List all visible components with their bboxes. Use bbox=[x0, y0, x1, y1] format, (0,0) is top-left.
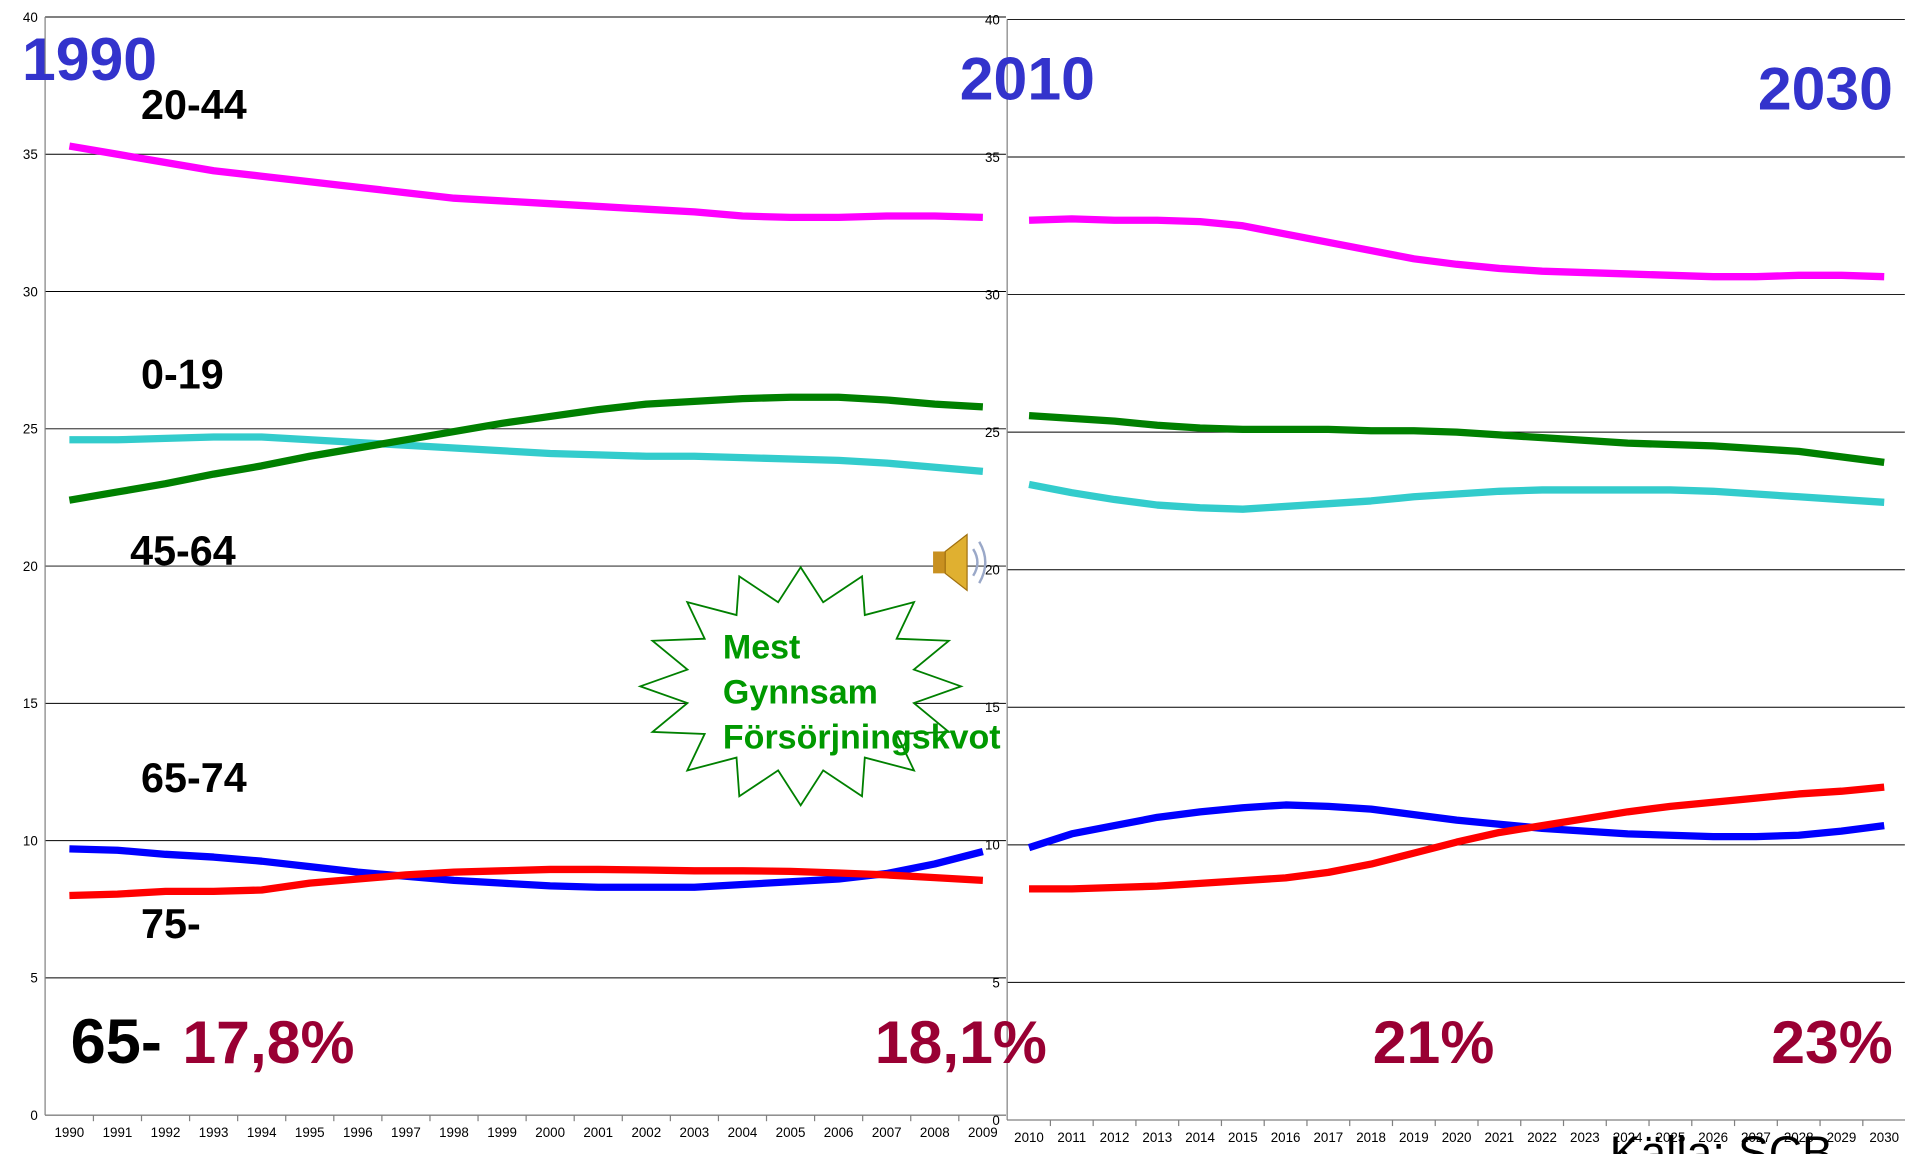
x-tick-label: 2000 bbox=[535, 1125, 565, 1140]
x-tick-label: 2017 bbox=[1313, 1130, 1343, 1145]
x-tick-label: 2022 bbox=[1527, 1130, 1557, 1145]
x-tick-label: 2009 bbox=[968, 1125, 998, 1140]
y-tick-label: 0 bbox=[30, 1108, 37, 1123]
x-tick-label: 1990 bbox=[55, 1125, 85, 1140]
series-line bbox=[69, 845, 984, 891]
y-tick-label: 20 bbox=[985, 563, 1000, 578]
x-tick-label: 2003 bbox=[680, 1125, 710, 1140]
burst-text: Försörjningskvot bbox=[723, 718, 1001, 756]
x-tick-label: 2008 bbox=[920, 1125, 950, 1140]
year-label: 2010 bbox=[960, 45, 1095, 113]
y-tick-label: 35 bbox=[985, 150, 1000, 165]
starburst bbox=[637, 565, 964, 808]
share-label: 23% bbox=[1771, 1008, 1893, 1076]
x-tick-label: 1991 bbox=[103, 1125, 133, 1140]
series-line bbox=[1028, 480, 1885, 513]
y-tick-label: 10 bbox=[23, 833, 38, 848]
y-tick-label: 40 bbox=[23, 10, 38, 25]
share-label: 17,8% bbox=[182, 1008, 354, 1076]
x-tick-label: 2013 bbox=[1142, 1130, 1172, 1145]
x-tick-label: 1994 bbox=[247, 1125, 277, 1140]
y-tick-label: 10 bbox=[985, 838, 1000, 853]
x-tick-label: 2012 bbox=[1100, 1130, 1130, 1145]
x-tick-label: 2021 bbox=[1485, 1130, 1515, 1145]
series-line bbox=[1029, 783, 1885, 893]
series-label: 45-64 bbox=[130, 528, 236, 574]
y-tick-label: 15 bbox=[23, 696, 38, 711]
group-label: 65- bbox=[71, 1007, 162, 1077]
x-tick-label: 2005 bbox=[776, 1125, 806, 1140]
x-tick-label: 2029 bbox=[1827, 1130, 1857, 1145]
series-line bbox=[69, 433, 984, 475]
series-label: 75- bbox=[141, 901, 201, 947]
x-tick-label: 2014 bbox=[1185, 1130, 1215, 1145]
x-tick-label: 2023 bbox=[1570, 1130, 1600, 1145]
x-tick-label: 2018 bbox=[1356, 1130, 1386, 1145]
x-tick-label: 1993 bbox=[199, 1125, 229, 1140]
series-line bbox=[1028, 411, 1885, 467]
y-tick-label: 20 bbox=[23, 559, 38, 574]
y-tick-label: 25 bbox=[23, 422, 38, 437]
burst-text: Gynnsam bbox=[723, 673, 878, 711]
x-tick-label: 1999 bbox=[487, 1125, 517, 1140]
series-label: 65-74 bbox=[141, 755, 247, 801]
series-line bbox=[69, 865, 984, 900]
series-label: 20-44 bbox=[141, 82, 247, 128]
speaker-icon bbox=[933, 533, 987, 592]
series-line bbox=[68, 142, 983, 222]
x-tick-label: 1992 bbox=[151, 1125, 181, 1140]
series-line bbox=[1027, 801, 1885, 852]
y-tick-label: 5 bbox=[992, 975, 999, 990]
x-tick-label: 2004 bbox=[728, 1125, 758, 1140]
x-tick-label: 2015 bbox=[1228, 1130, 1258, 1145]
source: Källa: SCB bbox=[1610, 1127, 1833, 1154]
series-line bbox=[1028, 215, 1885, 281]
x-tick-label: 1997 bbox=[391, 1125, 421, 1140]
y-tick-label: 0 bbox=[992, 1113, 999, 1128]
series-label: 0-19 bbox=[141, 352, 224, 398]
y-tick-label: 25 bbox=[985, 425, 1000, 440]
share-label: 18,1% bbox=[875, 1008, 1047, 1076]
x-tick-label: 2001 bbox=[583, 1125, 613, 1140]
year-label: 2030 bbox=[1758, 54, 1893, 122]
y-tick-label: 15 bbox=[985, 700, 1000, 715]
y-tick-label: 40 bbox=[985, 12, 1000, 27]
year-label: 1990 bbox=[22, 25, 157, 93]
y-tick-label: 5 bbox=[30, 971, 37, 986]
x-tick-label: 2007 bbox=[872, 1125, 902, 1140]
x-tick-label: 2002 bbox=[631, 1125, 661, 1140]
x-tick-label: 2030 bbox=[1869, 1130, 1899, 1145]
x-tick-label: 1995 bbox=[295, 1125, 325, 1140]
x-tick-label: 2028 bbox=[1784, 1130, 1814, 1145]
x-tick-label: 2027 bbox=[1741, 1130, 1771, 1145]
x-tick-label: 2020 bbox=[1442, 1130, 1472, 1145]
x-tick-label: 2026 bbox=[1698, 1130, 1728, 1145]
x-tick-label: 2016 bbox=[1271, 1130, 1301, 1145]
x-tick-label: 1996 bbox=[343, 1125, 373, 1140]
burst-text: Mest bbox=[723, 628, 800, 666]
x-tick-label: 2024 bbox=[1613, 1130, 1643, 1145]
y-tick-label: 30 bbox=[985, 287, 1000, 302]
x-tick-label: 2006 bbox=[824, 1125, 854, 1140]
x-tick-label: 2019 bbox=[1399, 1130, 1429, 1145]
x-tick-label: 1998 bbox=[439, 1125, 469, 1140]
series-line bbox=[68, 393, 984, 504]
share-label: 21% bbox=[1373, 1008, 1495, 1076]
y-tick-label: 30 bbox=[23, 284, 38, 299]
y-tick-label: 35 bbox=[23, 147, 38, 162]
x-tick-label: 2025 bbox=[1656, 1130, 1686, 1145]
x-tick-label: 2011 bbox=[1057, 1130, 1086, 1145]
x-tick-label: 2010 bbox=[1014, 1130, 1044, 1145]
